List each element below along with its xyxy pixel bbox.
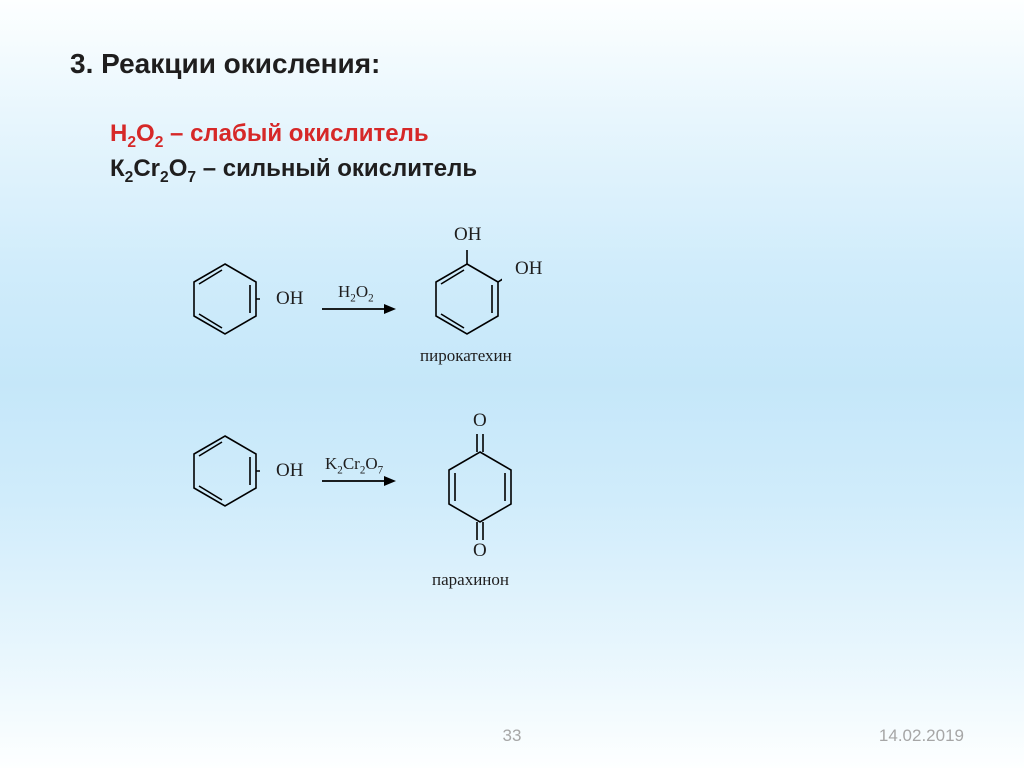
r2-e: O — [365, 454, 377, 473]
subtitle-2-f: 7 — [187, 169, 196, 186]
o-label: O — [473, 410, 487, 432]
slide-title: 3. Реакции окисления: — [70, 48, 380, 80]
subtitle-line-1: Н2О2 – слабый окислитель — [110, 118, 477, 153]
subtitle-2-c: Cr — [133, 155, 160, 182]
arrow-icon — [320, 302, 398, 316]
pyrocatechol: OH OH — [432, 250, 502, 343]
subtitle-1-e: – слабый окислитель — [163, 120, 428, 147]
r1-c: O — [356, 282, 368, 301]
o-label: O — [473, 540, 487, 562]
slide-date: 14.02.2019 — [879, 726, 964, 746]
subtitle-1-a: Н — [110, 120, 127, 147]
page-number: 33 — [0, 726, 1024, 746]
phenol-1: OH — [190, 260, 260, 343]
oh-label: OH — [454, 224, 481, 246]
oh-label: OH — [515, 258, 542, 280]
phenol-2: OH — [190, 432, 260, 515]
subtitle-2-e: O — [169, 155, 188, 182]
parabenzoquinone: O O — [445, 424, 515, 559]
arrow-2 — [320, 474, 398, 488]
pyrocatechin-label: пирокатехин — [420, 346, 512, 366]
subtitle-line-2: К2Cr2O7 – сильный окислитель — [110, 153, 477, 188]
subtitle-2-g: – сильный окислитель — [196, 155, 477, 182]
r2-c: Cr — [343, 454, 360, 473]
benzene-ring-icon — [432, 250, 502, 338]
subtitle-2-a: К — [110, 155, 125, 182]
subtitle-2-d: 2 — [160, 169, 169, 186]
subtitle-1-b: 2 — [127, 134, 136, 151]
subtitle-1-c: О — [136, 120, 155, 147]
subtitle-block: Н2О2 – слабый окислитель К2Cr2O7 – сильн… — [110, 118, 477, 188]
oh-label: OH — [276, 288, 303, 310]
r2-a: K — [325, 454, 337, 473]
oh-label: OH — [276, 460, 303, 482]
benzene-ring-icon — [190, 260, 260, 338]
arrow-icon — [320, 474, 398, 488]
arrow-1 — [320, 302, 398, 316]
quinone-ring-icon — [445, 424, 515, 554]
benzene-ring-icon — [190, 432, 260, 510]
r1-a: H — [338, 282, 350, 301]
parachinon-label: парахинон — [432, 570, 509, 590]
